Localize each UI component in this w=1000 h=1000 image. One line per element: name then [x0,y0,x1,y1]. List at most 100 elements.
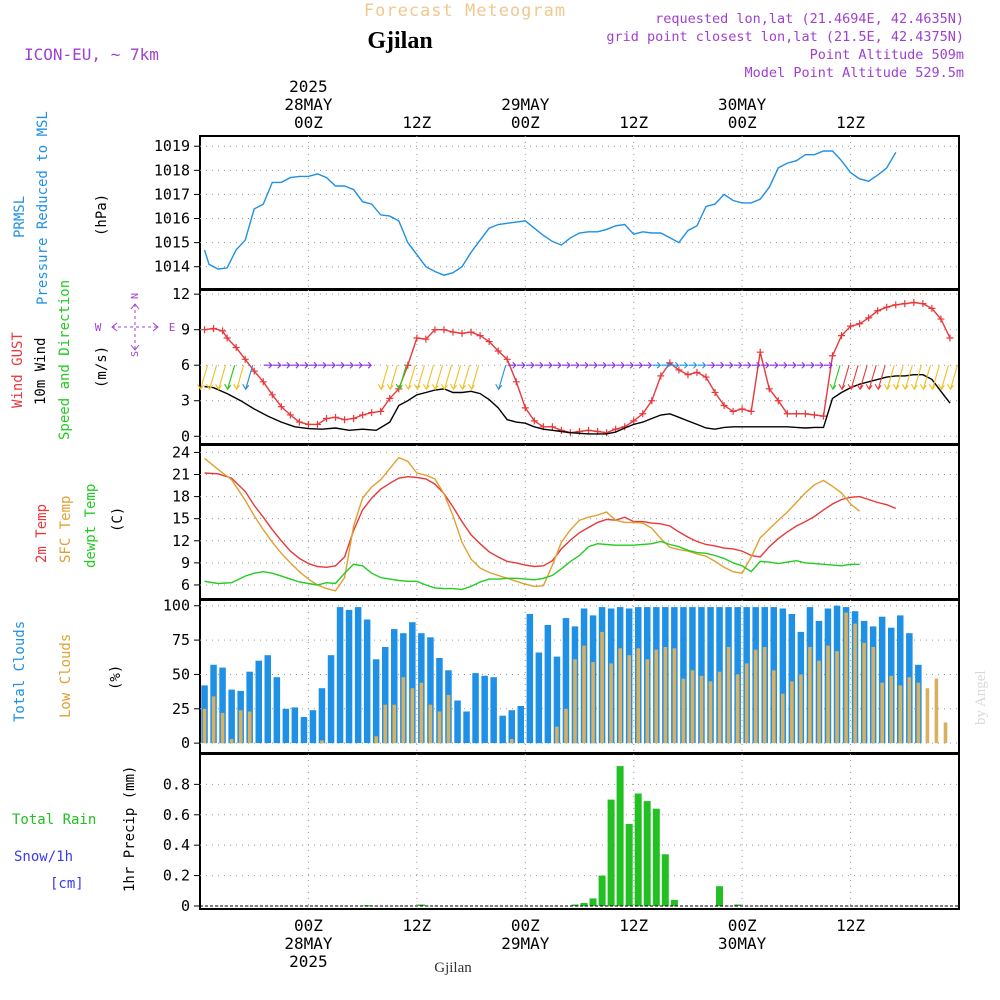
footer-location: Gjilan [434,960,472,976]
wind-direction-arrow [552,361,562,369]
time-label: 00Z [728,916,757,935]
low-cloud-bar [419,682,424,744]
total-cloud-bar [517,706,524,744]
total-cloud-bar [526,614,534,744]
wind-direction-arrow [643,361,653,369]
gust-marker [386,394,394,402]
total-cloud-bar [300,717,308,744]
gust-marker [603,429,611,437]
low-cloud-bar [916,682,921,744]
time-label: 12Z [619,916,648,935]
wind-direction-arrow [715,361,725,369]
temp2m-label: 2m Temp [34,504,50,563]
rain-bar [589,898,597,906]
total-cloud-bar [228,689,235,744]
time-label: 00Z [294,916,323,935]
wind-direction-arrow [847,365,859,391]
wind-direction-arrow [317,361,327,369]
gust-marker [946,334,954,342]
total-cloud-bar [273,677,281,744]
rain-bar [598,875,606,906]
low-cloud-bar [591,662,595,744]
y-tick-label: 0.8 [163,775,190,793]
gust-marker [792,410,800,418]
wind-direction-arrow [787,361,797,369]
low-cloud-bar [663,647,668,744]
low-cloud-bar [717,671,722,744]
low-cloud-bar [699,675,704,744]
wind-direction-arrow [543,361,553,369]
wind-direction-arrow [327,361,336,369]
low-cloud-bar [392,704,397,744]
gust-marker [557,426,565,434]
gust-marker [485,338,493,346]
gust-marker [829,352,836,360]
gust-marker [774,397,782,405]
panel-frame [199,753,960,910]
gust-marker [693,368,701,376]
total-cloud-bar [897,615,904,744]
pressure-side-labels: PRMSL Pressure Reduced to MSL (hPa) [12,111,110,305]
series-line [203,150,897,276]
wind-direction-arrow [616,361,625,369]
gust-marker [223,334,231,342]
rain-bar [716,886,723,906]
low-cloud-bar [428,704,433,744]
gust-marker [268,391,276,399]
model-label: ICON-EU, ~ 7km [24,45,159,64]
y-tick-label: 50 [172,665,190,683]
low-cloud-bar [708,681,713,744]
dewpt-label: dewpt Temp [83,484,99,568]
y-tick-label: 100 [163,597,190,615]
info-line-1: requested lon,lat (21.4694E, 42.4635N) [655,11,964,27]
total-cloud-bar [454,700,461,744]
gust-marker [702,373,710,381]
total-cloud-bar [499,715,506,744]
gust-marker [657,372,665,380]
low-cloud-bar [582,645,586,744]
low-cloud-bar [509,739,514,744]
time-label: 12Z [402,916,431,935]
low-cloud-bar [564,708,568,744]
low-cloud-bar [726,647,731,744]
clouds-panel: 0 25 50 75 100 [163,597,960,754]
gust-marker [286,411,294,419]
low-cloud-bar [871,647,875,744]
rain-bar [607,799,615,906]
gust-marker [377,407,385,415]
low-cloud-bar [907,677,912,744]
gust-marker [738,405,746,413]
low-cloud-bar [943,722,948,744]
wind-direction-arrow [910,365,922,391]
wind-direction-arrow [670,361,680,369]
wind-direction-arrow [760,361,770,369]
total-cloud-bar [282,708,290,744]
wind-direction-arrow [281,361,291,369]
wind-direction-arrow [814,361,824,369]
gust-marker [874,307,882,315]
gust-marker [341,416,349,424]
total-cloud-bar [535,652,543,744]
time-label: 2025 [289,77,328,96]
gust-marker [404,361,412,369]
time-label: 00Z [511,113,540,132]
info-line-3: Point Altitude 509m [810,47,964,63]
wind-direction-arrow [856,365,868,391]
snow-label: Snow/1h [14,849,73,865]
rain-bar [652,808,660,906]
time-label: 28MAY [284,95,333,114]
gust-marker [847,322,855,330]
snow-unit-label: [cm] [50,876,84,892]
gust-marker [449,328,457,336]
low-cloud-bar [844,612,848,744]
rain-bar [580,903,588,906]
total-cloud-bar [788,614,796,744]
wind-direction-arrow [697,361,707,369]
y-tick-label: 0.2 [163,867,190,885]
total-cloud-bar [553,656,561,744]
wind-direction-arrow [805,361,815,369]
compass-rose: N W E S [95,293,176,357]
low-cloud-bar [690,670,695,744]
low-cloud-bar [772,670,776,744]
